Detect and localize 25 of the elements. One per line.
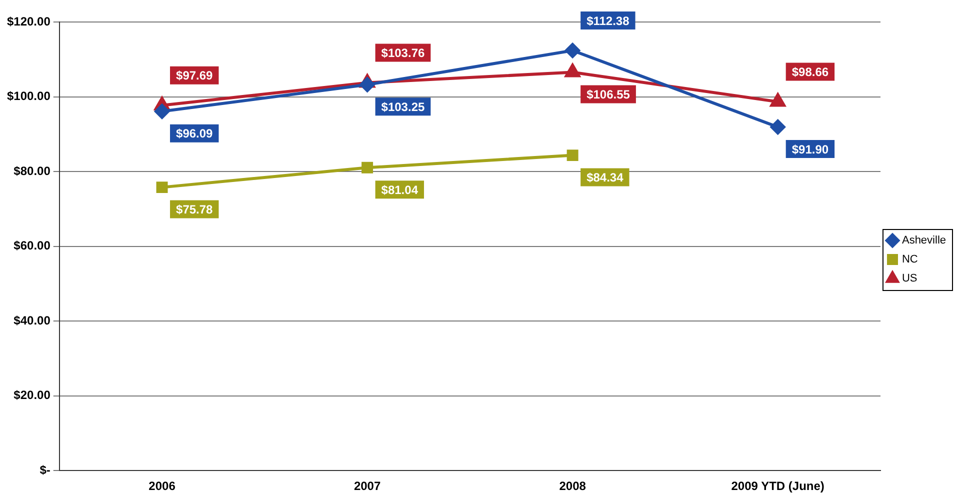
data-label: $96.09	[176, 126, 214, 141]
data-label: $106.55	[586, 88, 630, 102]
data-label: $91.90	[792, 142, 829, 156]
data-label: $98.66	[792, 65, 829, 80]
data-label: $97.69	[176, 68, 214, 83]
legend-label: Asheville	[902, 234, 946, 247]
y-tick-label: $120.00	[6, 14, 51, 28]
y-tick-label: $40.00	[14, 313, 51, 328]
y-tick-label: $80.00	[14, 164, 51, 178]
x-tick-label: 2007	[354, 479, 381, 494]
data-label: $112.38	[586, 14, 630, 28]
y-tick-label: $100.00	[6, 89, 51, 104]
data-label: $81.04	[381, 182, 418, 197]
x-tick-label: 2009 YTD (June)	[731, 479, 824, 494]
y-tick-label: $20.00	[14, 388, 51, 402]
data-label: $75.78	[176, 202, 214, 217]
data-label: $103.76	[381, 46, 425, 60]
x-tick-label: 2006	[148, 479, 176, 494]
y-tick-label: $-	[40, 462, 50, 477]
y-tick-label: $60.00	[14, 238, 51, 253]
legend-label: NC	[902, 254, 918, 266]
data-label: $84.34	[586, 170, 624, 185]
legend-label: US	[902, 272, 918, 285]
x-tick-label: 2008	[559, 479, 586, 494]
data-label: $103.25	[381, 100, 425, 114]
